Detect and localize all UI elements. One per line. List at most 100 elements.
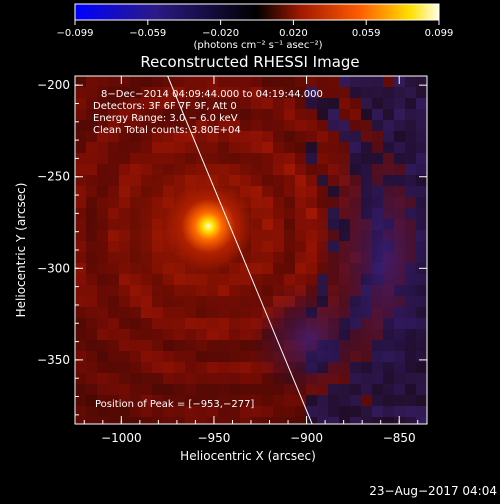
- emission-pixel: [130, 395, 141, 406]
- emission-pixel: [229, 362, 240, 373]
- emission-pixel: [141, 76, 152, 87]
- emission-pixel: [141, 340, 152, 351]
- emission-pixel: [262, 120, 273, 131]
- emission-pixel: [108, 98, 119, 109]
- emission-pixel: [295, 131, 306, 142]
- emission-pixel: [152, 340, 163, 351]
- emission-pixel: [130, 417, 141, 424]
- emission-pixel: [306, 263, 317, 274]
- emission-pixel: [86, 417, 97, 424]
- emission-pixel: [130, 362, 141, 373]
- emission-pixel: [207, 384, 218, 395]
- emission-pixel: [86, 340, 97, 351]
- emission-pixel: [130, 384, 141, 395]
- emission-pixel: [251, 87, 262, 98]
- emission-pixel: [229, 373, 240, 384]
- emission-pixel: [317, 120, 328, 131]
- emission-pixel: [141, 406, 152, 417]
- emission-pixel: [185, 351, 196, 362]
- emission-pixel: [75, 186, 86, 197]
- y-tick-label: −300: [37, 261, 70, 275]
- emission-pixel: [306, 406, 317, 417]
- emission-pixel: [174, 362, 185, 373]
- emission-pixel: [119, 362, 130, 373]
- x-tick-label: −950: [197, 431, 230, 445]
- emission-pixel: [251, 76, 262, 87]
- emission-pixel: [240, 98, 251, 109]
- emission-pixel: [119, 120, 130, 131]
- emission-pixel: [97, 395, 108, 406]
- emission-pixel: [262, 98, 273, 109]
- emission-pixel: [108, 109, 119, 120]
- colorbar-tick-label: 0.020: [279, 28, 308, 39]
- emission-pixel: [416, 406, 427, 417]
- emission-pixel: [229, 340, 240, 351]
- emission-pixel: [317, 87, 328, 98]
- emission-pixel: [350, 98, 361, 109]
- emission-pixel: [185, 362, 196, 373]
- emission-pixel: [86, 351, 97, 362]
- emission-pixel: [240, 76, 251, 87]
- emission-pixel: [75, 406, 86, 417]
- info-energy-range: Energy Range: 3.0 − 6.0 keV: [93, 113, 238, 124]
- emission-pixel: [75, 362, 86, 373]
- emission-pixel: [295, 142, 306, 153]
- emission-pixel: [284, 142, 295, 153]
- emission-pixel: [405, 76, 416, 87]
- emission-pixel: [86, 373, 97, 384]
- emission-pixel: [152, 87, 163, 98]
- emission-pixel: [86, 395, 97, 406]
- emission-pixel: [240, 384, 251, 395]
- colorbar-tick-labels: −0.099 −0.059 −0.020 0.020 0.059 0.099: [56, 28, 453, 39]
- emission-pixel: [163, 384, 174, 395]
- emission-pixel: [185, 417, 196, 424]
- emission-pixel: [75, 175, 86, 186]
- emission-pixel: [174, 384, 185, 395]
- emission-pixel: [141, 373, 152, 384]
- emission-pixel: [141, 395, 152, 406]
- emission-pixel: [317, 131, 328, 142]
- emission-pixel: [119, 109, 130, 120]
- emission-pixel: [328, 131, 339, 142]
- emission-pixel: [97, 406, 108, 417]
- emission-pixel: [284, 98, 295, 109]
- emission-pixel: [328, 120, 339, 131]
- emission-pixel: [273, 131, 284, 142]
- emission-pixel: [295, 120, 306, 131]
- emission-pixel: [163, 373, 174, 384]
- emission-pixel: [75, 373, 86, 384]
- emission-pixel: [339, 395, 350, 406]
- colorbar-tick-label: 0.099: [425, 28, 454, 39]
- emission-pixel: [97, 120, 108, 131]
- emission-pixel: [75, 307, 86, 318]
- emission-pixel: [97, 109, 108, 120]
- emission-pixel: [141, 351, 152, 362]
- emission-pixel: [130, 87, 141, 98]
- y-tick-label: −200: [37, 78, 70, 92]
- emission-pixel: [383, 76, 394, 87]
- emission-pixel: [97, 87, 108, 98]
- emission-pixel: [295, 417, 306, 424]
- emission-pixel: [86, 120, 97, 131]
- emission-pixel: [163, 76, 174, 87]
- emission-pixel: [119, 76, 130, 87]
- emission-pixel: [75, 98, 86, 109]
- emission-pixel: [218, 362, 229, 373]
- emission-pixel: [328, 87, 339, 98]
- emission-pixel: [86, 362, 97, 373]
- emission-pixel: [284, 417, 295, 424]
- emission-pixel: [108, 318, 119, 329]
- colorbar-gradient: [74, 3, 440, 21]
- emission-pixel: [97, 131, 108, 142]
- emission-pixel: [317, 153, 328, 164]
- emission-pixel: [295, 164, 306, 175]
- emission-pixel: [328, 76, 339, 87]
- emission-pixel: [251, 109, 262, 120]
- emission-pixel: [130, 98, 141, 109]
- emission-pixel: [119, 98, 130, 109]
- emission-pixel: [75, 142, 86, 153]
- emission-pixel: [339, 417, 350, 424]
- emission-pixel: [174, 87, 185, 98]
- emission-pixel: [185, 87, 196, 98]
- emission-pixel: [119, 417, 130, 424]
